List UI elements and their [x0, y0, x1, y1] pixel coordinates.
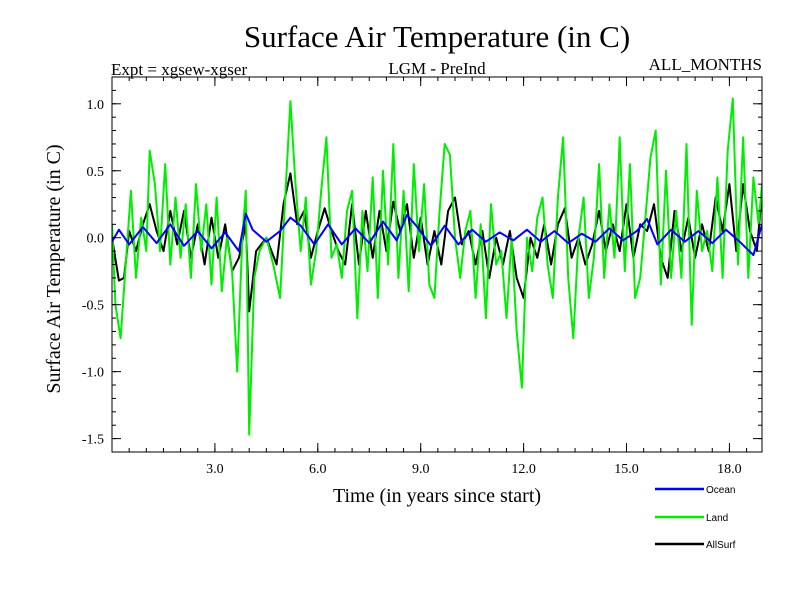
legend-item-allsurf: AllSurf: [655, 540, 736, 551]
x-tick-label: 6.0: [309, 462, 327, 477]
x-tick-label: 15.0: [614, 462, 639, 477]
series-line-ocean: [112, 212, 762, 257]
x-axis-label: Time (in years since start): [333, 485, 541, 507]
y-tick-label: 1.0: [87, 98, 105, 113]
x-tick-label: 3.0: [206, 462, 224, 477]
x-tick-label: 12.0: [511, 462, 536, 477]
y-tick-label: -1.5: [82, 433, 104, 448]
plot-frame: [111, 76, 763, 453]
series-layer: [112, 97, 762, 436]
chart-title: Surface Air Temperature (in C): [244, 19, 630, 54]
y-axis-label: Surface Air Temperature (in C): [43, 144, 65, 393]
y-tick-label: 0.5: [87, 165, 105, 180]
y-tick-label: 0.0: [87, 232, 105, 247]
subtitle-right: ALL_MONTHS: [649, 55, 762, 74]
y-tick-label: -1.0: [82, 366, 104, 381]
legend-label-allsurf: AllSurf: [706, 540, 736, 551]
series-line-land: [112, 97, 762, 436]
legend-label-land: Land: [706, 513, 728, 524]
legend-label-ocean: Ocean: [706, 485, 735, 496]
legend: Ocean Land AllSurf: [655, 485, 736, 551]
ticks-layer: 1.0 0.5 0.0 -0.5 -1.0 -1.5 3.0 6.0 9.0 12.0 15.0 18…: [82, 76, 762, 477]
legend-item-land: Land: [655, 513, 728, 524]
subtitle-left: Expt = xgsew-xgser: [111, 60, 247, 79]
x-tick-label: 18.0: [717, 462, 742, 477]
legend-item-ocean: Ocean: [655, 485, 735, 496]
y-tick-label: -0.5: [82, 299, 104, 314]
x-tick-label: 9.0: [412, 462, 430, 477]
plot-area: 1.0 0.5 0.0 -0.5 -1.0 -1.5 3.0 6.0 9.0 12.0 15.0 18…: [82, 76, 763, 477]
subtitle-center: LGM - PreInd: [388, 59, 486, 78]
